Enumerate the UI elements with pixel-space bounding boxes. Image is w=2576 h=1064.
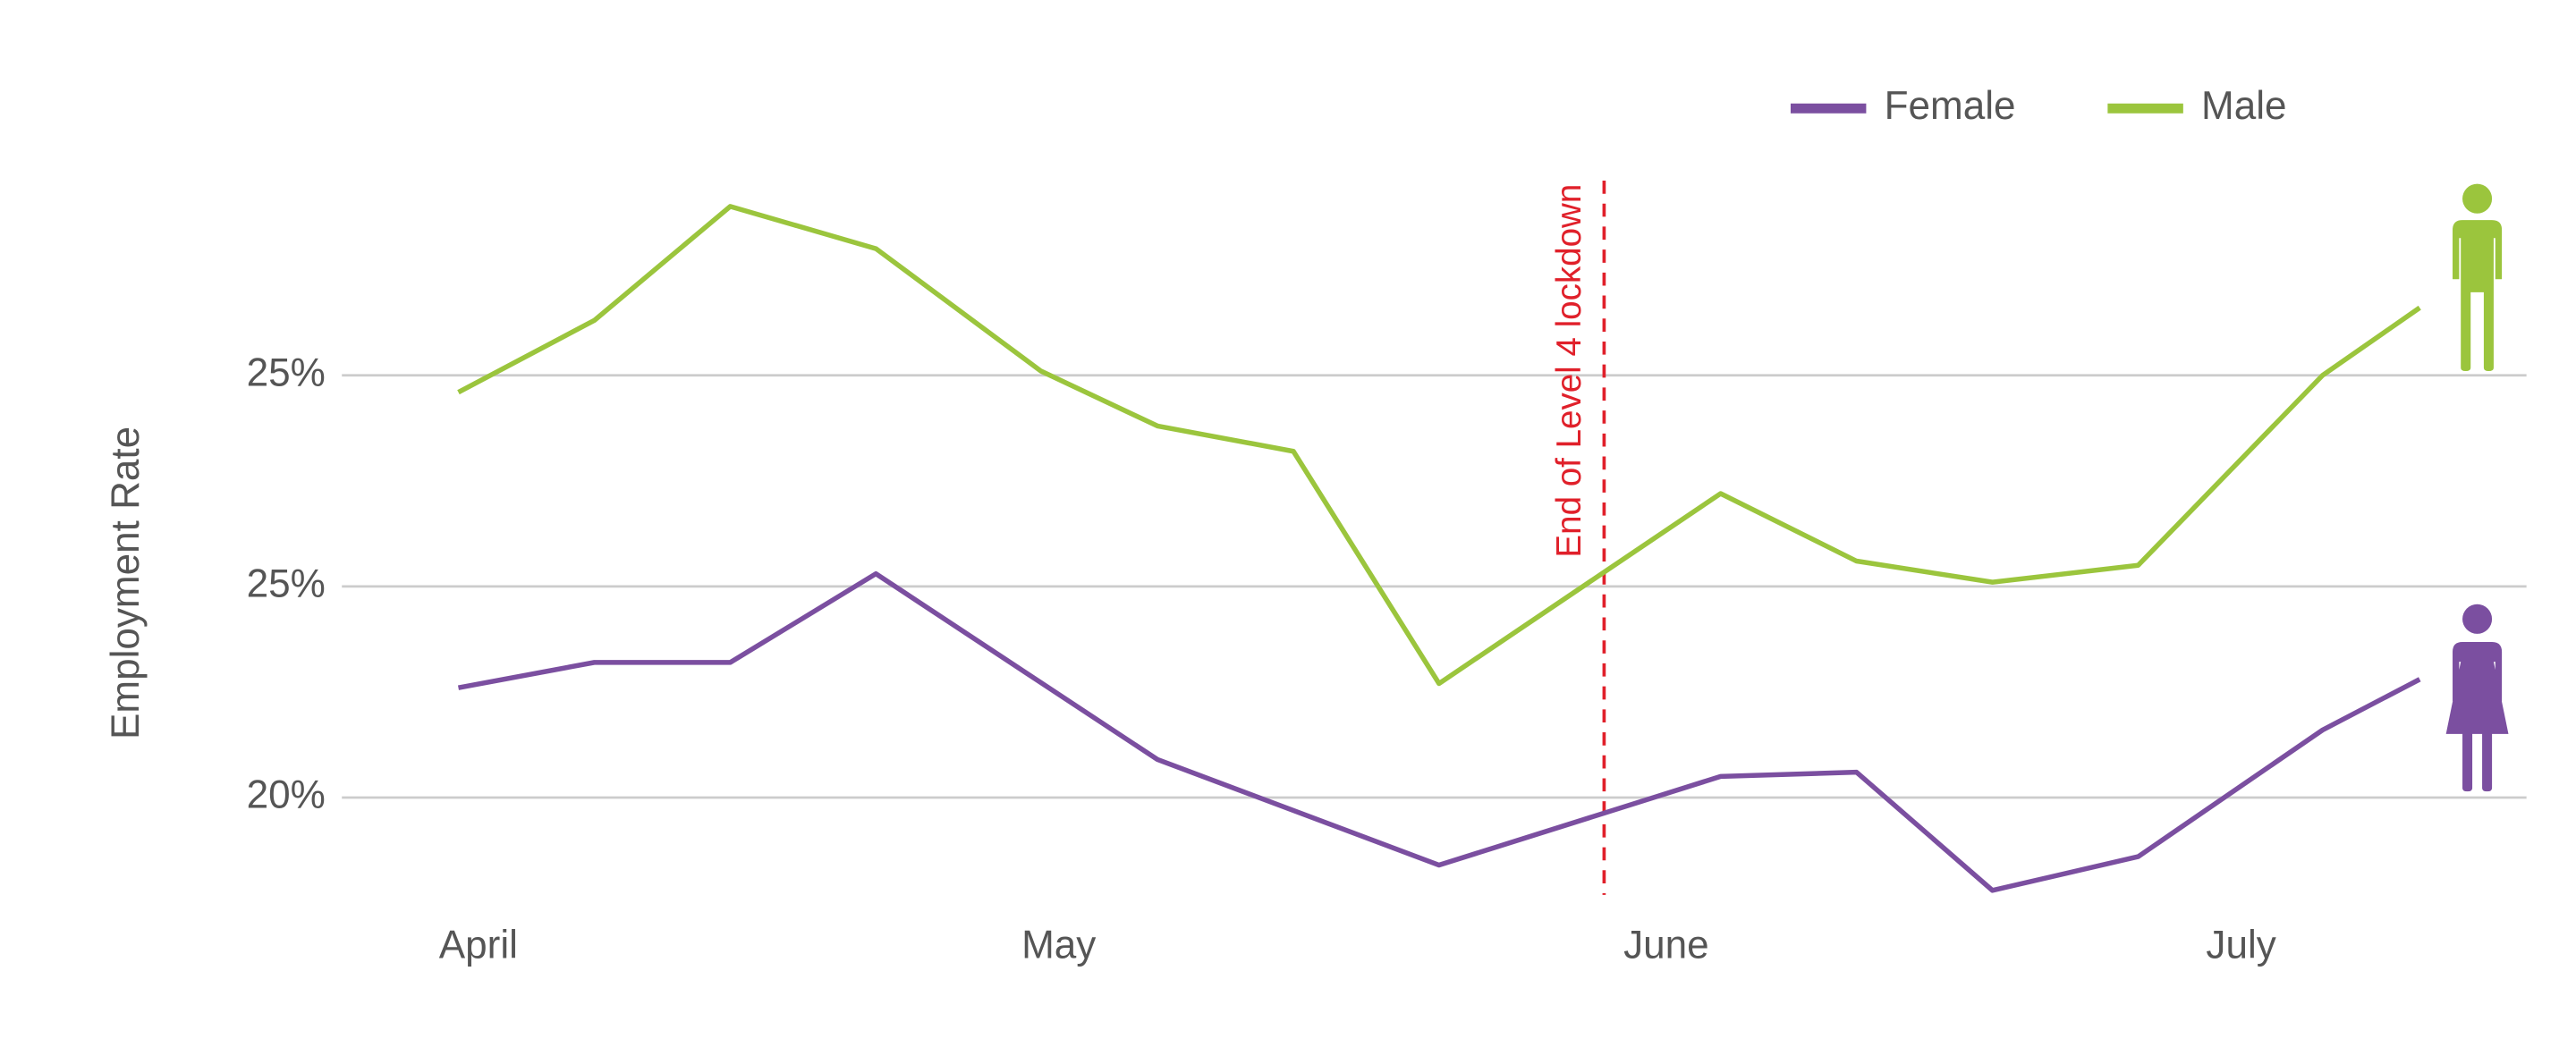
icon-head [2462,604,2493,634]
y-axis-title: Employment Rate [104,426,148,739]
series-line [457,204,2421,687]
y-tick-label: 25% [247,562,326,606]
x-tick-label: June [1623,923,1709,967]
series-line [457,570,2421,893]
legend-label: Male [2201,84,2287,128]
y-tick-label: 25% [247,350,326,394]
icon-body [2445,642,2509,792]
icon-body [2453,220,2503,372]
x-tick-label: May [1021,923,1096,967]
y-tick-label: 20% [247,773,326,817]
icons [2445,183,2509,792]
female-icon [2445,604,2509,792]
x-tick-label: July [2206,923,2275,967]
x-tick-label: April [439,923,518,967]
annotation-text: End of Level 4 lockdown [1550,184,1589,558]
icon-head [2462,183,2493,214]
legend-label: Female [1885,84,2016,128]
male-icon [2453,183,2503,372]
